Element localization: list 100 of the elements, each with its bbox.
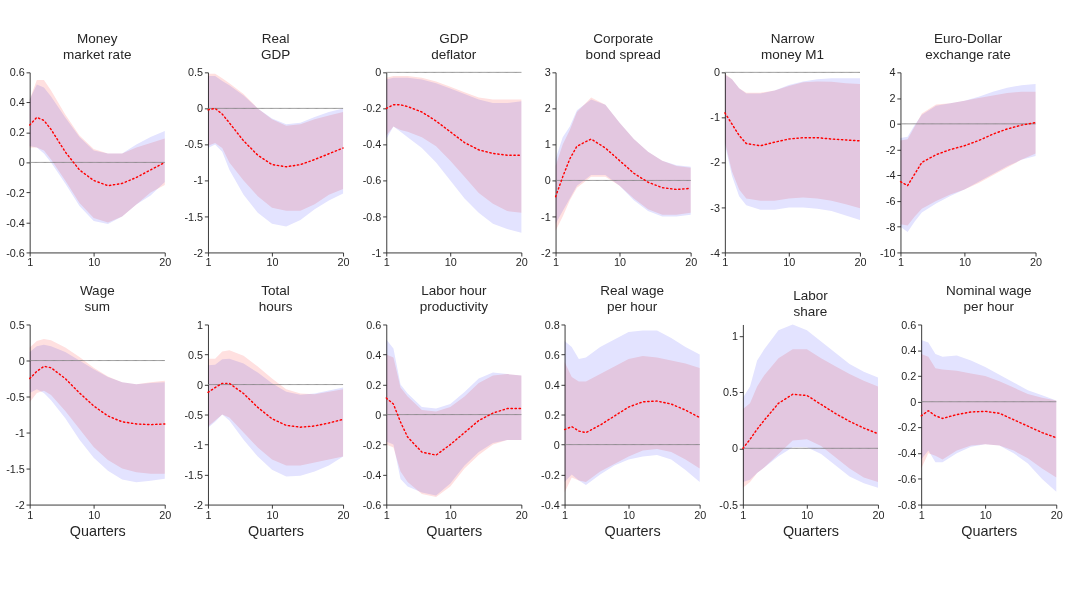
y-tick-label: 0.4 xyxy=(544,378,560,391)
y-tick-label: 0.2 xyxy=(901,370,917,383)
x-axis-title: Quarters xyxy=(248,522,304,539)
x-tick-label: 20 xyxy=(694,508,707,521)
chart-title: Nominal wage per hour xyxy=(945,282,1032,315)
y-tick-label: 0.6 xyxy=(9,66,25,79)
x-axis-title: Quarters xyxy=(782,522,839,539)
y-tick-label: -0.8 xyxy=(362,210,382,223)
x-tick-label: 1 xyxy=(205,508,212,521)
x-tick-label: 10 xyxy=(88,256,101,269)
y-tick-label: -3 xyxy=(710,201,720,214)
chart-title: Labor share xyxy=(793,288,829,320)
y-tick-label: 0.5 xyxy=(722,386,738,399)
y-tick-label: 0 xyxy=(544,174,551,187)
x-tick-label: 1 xyxy=(383,256,390,269)
x-tick-label: 20 xyxy=(1030,256,1043,269)
y-tick-label: 0.6 xyxy=(366,318,382,331)
y-tick-label: 0 xyxy=(910,395,917,408)
x-tick-label: 10 xyxy=(979,508,992,521)
y-tick-label: -0.5 xyxy=(184,408,204,421)
y-tick-label: -0.4 xyxy=(6,216,25,229)
x-tick-label: 10 xyxy=(266,508,279,521)
chart-title: Corporate bond spread xyxy=(585,30,661,62)
x-tick-label: 1 xyxy=(27,508,34,521)
y-tick-label: -0.6 xyxy=(362,174,382,187)
y-tick-label: -1.5 xyxy=(6,462,25,475)
x-tick-label: 20 xyxy=(515,256,528,269)
y-tick-label: 0.4 xyxy=(901,344,917,357)
y-tick-label: -4 xyxy=(710,246,720,259)
y-tick-label: 0.2 xyxy=(544,408,560,421)
y-tick-label: 0.5 xyxy=(188,348,204,361)
x-tick-label: 20 xyxy=(337,508,350,521)
y-tick-label: 0.5 xyxy=(9,318,25,331)
y-tick-label: -0.2 xyxy=(897,421,917,434)
y-tick-label: -1 xyxy=(710,111,720,124)
y-tick-label: 0 xyxy=(18,156,25,169)
y-tick-label: -1 xyxy=(371,246,382,259)
y-tick-label: -0.6 xyxy=(6,246,25,259)
y-tick-label: -4 xyxy=(885,169,896,182)
y-tick-label: -0.2 xyxy=(6,186,25,199)
chart-title: GDP deflator xyxy=(431,30,477,62)
x-tick-label: 20 xyxy=(159,508,172,521)
y-tick-label: -0.2 xyxy=(362,102,382,115)
x-axis-title: Quarters xyxy=(426,522,483,539)
y-tick-label: 0.5 xyxy=(188,66,204,79)
y-tick-label: 0 xyxy=(197,102,204,115)
x-tick-label: 1 xyxy=(383,508,390,521)
y-tick-label: 0 xyxy=(713,66,720,79)
y-tick-label: -2 xyxy=(15,498,25,511)
chart-title: Wage sum xyxy=(79,282,115,315)
y-tick-label: 2 xyxy=(889,92,896,105)
y-tick-label: -0.6 xyxy=(362,498,382,511)
y-tick-label: 2 xyxy=(544,102,551,115)
y-tick-label: 0 xyxy=(553,438,560,451)
x-tick-label: 10 xyxy=(444,256,457,269)
y-tick-label: -2 xyxy=(193,498,204,511)
y-tick-label: 0.4 xyxy=(9,96,25,109)
y-tick-label: 0.2 xyxy=(9,126,25,139)
y-tick-label: -0.5 xyxy=(6,390,25,403)
chart-title: Euro-Dollar exchange rate xyxy=(925,30,1011,62)
y-tick-label: 1 xyxy=(731,329,738,342)
y-tick-label: -0.2 xyxy=(541,468,560,481)
y-tick-label: -1.5 xyxy=(184,468,204,481)
chart-title: Narrow money M1 xyxy=(760,30,824,62)
x-tick-label: 20 xyxy=(515,508,528,521)
x-tick-label: 10 xyxy=(623,508,636,521)
x-tick-label: 20 xyxy=(872,508,885,521)
y-tick-label: 0.2 xyxy=(366,378,382,391)
y-tick-label: -0.4 xyxy=(897,447,917,460)
y-tick-label: -0.5 xyxy=(719,498,738,511)
x-tick-label: 1 xyxy=(562,508,569,521)
y-tick-label: -0.2 xyxy=(362,438,382,451)
x-tick-label: 10 xyxy=(958,256,971,269)
x-tick-label: 10 xyxy=(88,508,101,521)
y-tick-label: -0.4 xyxy=(362,138,382,151)
y-tick-label: -6 xyxy=(885,195,896,208)
y-tick-label: 1 xyxy=(544,138,551,151)
y-tick-label: -2 xyxy=(541,246,551,259)
y-tick-label: 0 xyxy=(375,66,382,79)
y-tick-label: -2 xyxy=(193,246,204,259)
y-tick-label: 3 xyxy=(544,66,551,79)
x-tick-label: 10 xyxy=(783,256,796,269)
x-tick-label: 10 xyxy=(444,508,457,521)
y-tick-label: 0 xyxy=(731,442,738,455)
y-tick-label: 0 xyxy=(197,378,204,391)
x-tick-label: 1 xyxy=(27,256,34,269)
y-tick-label: 0.6 xyxy=(544,348,560,361)
x-tick-label: 1 xyxy=(740,508,747,521)
x-tick-label: 1 xyxy=(205,256,212,269)
y-tick-label: 0 xyxy=(18,354,25,367)
y-tick-label: -2 xyxy=(885,143,896,156)
y-tick-label: -0.8 xyxy=(897,498,917,511)
y-tick-label: -0.4 xyxy=(541,498,560,511)
y-tick-label: 0.8 xyxy=(544,318,560,331)
y-tick-label: -0.4 xyxy=(362,468,382,481)
chart-title: Labor hour productivity xyxy=(419,282,489,315)
x-tick-label: 20 xyxy=(854,256,867,269)
y-tick-label: 4 xyxy=(889,66,896,79)
chart-title: Money market rate xyxy=(63,30,132,62)
y-tick-label: 0 xyxy=(889,117,896,130)
